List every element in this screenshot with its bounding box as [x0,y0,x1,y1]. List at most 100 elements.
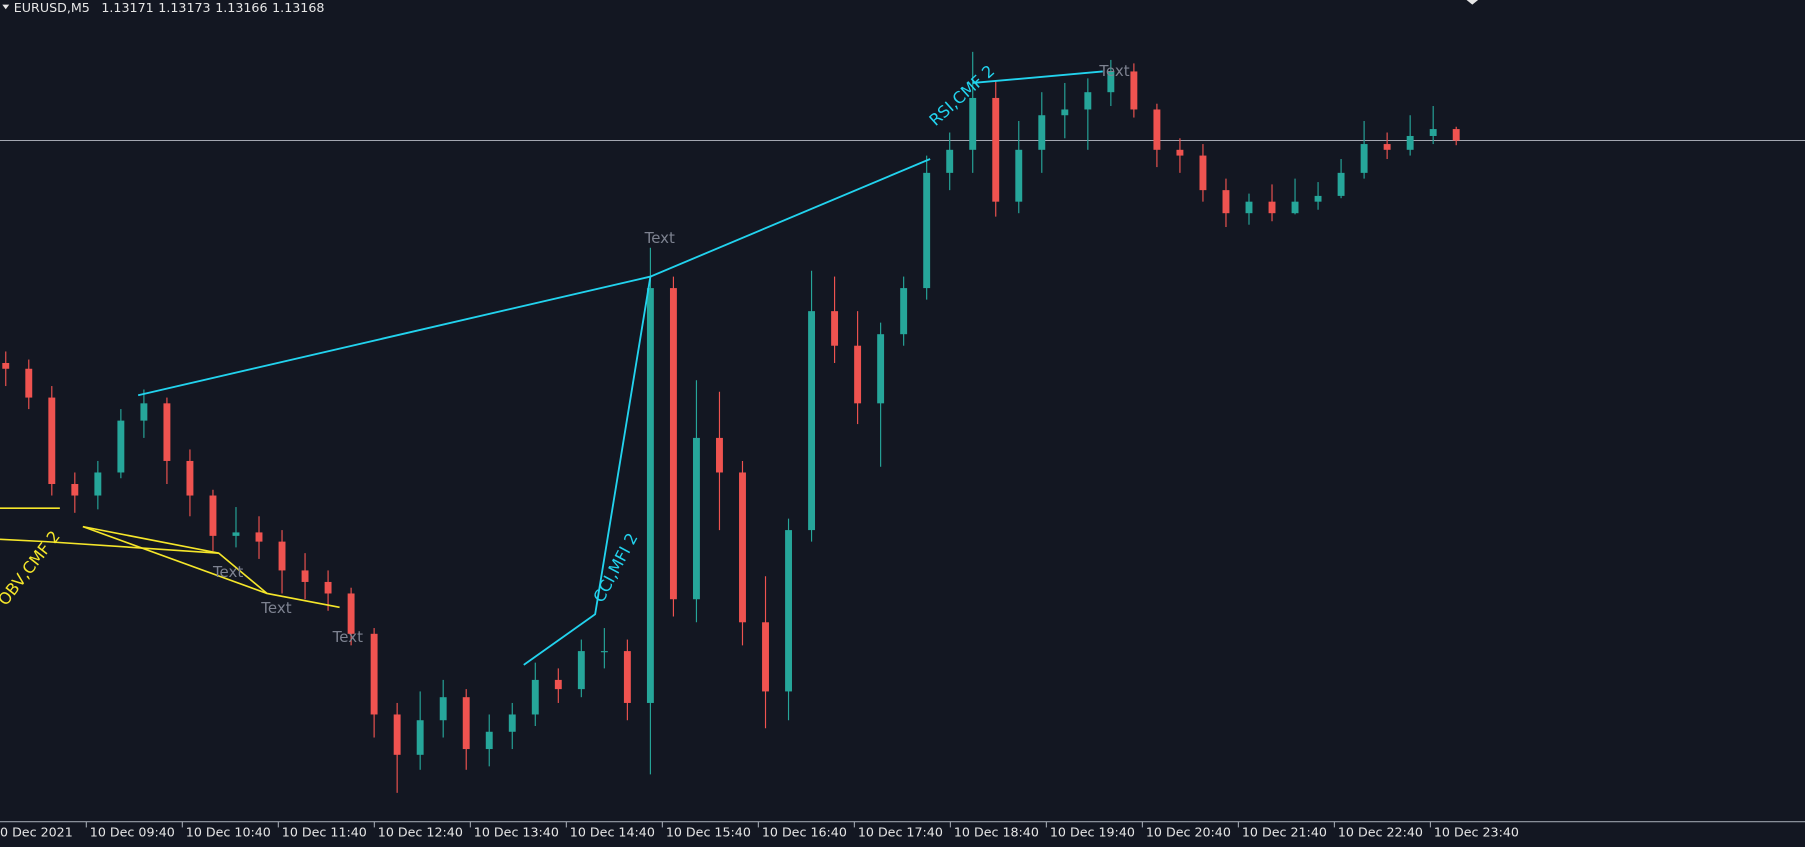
candle-body [1245,201,1253,214]
time-label: 10 Dec 09:40 [90,825,175,840]
candle-body [923,172,931,289]
quote: 1.13168 [272,0,324,15]
candle-body [577,651,585,690]
candle-body [140,403,148,421]
candle-body [1038,115,1046,150]
candle-body [992,97,1000,202]
candle-body [255,532,263,542]
candle-body [1268,201,1276,214]
time-label: 10 Dec 10:40 [186,825,271,840]
scroll-marker [1466,0,1479,5]
text-label: Text [212,563,243,581]
time-labels: 0 Dec 2021 10 Dec 09:40 10 Dec 10:40 10 Dec… [0,821,1519,840]
candle-body [1337,172,1345,196]
trend-line [523,276,652,666]
candle-body [462,697,470,750]
candle-body [232,532,240,536]
time-label: 10 Dec 17:40 [858,825,943,840]
candle-body [808,311,816,531]
text-label: Text [644,229,675,247]
time-label: 10 Dec 12:40 [378,825,463,840]
trend-line [972,70,1103,84]
time-label: 10 Dec 20:40 [1146,825,1231,840]
candle-body [854,345,862,404]
time-label: 10 Dec 13:40 [474,825,559,840]
time-label: 10 Dec 11:40 [282,825,367,840]
text-label: Text [260,599,291,617]
candle-body [1153,109,1161,150]
candle-body [669,288,677,600]
candles [2,51,1460,793]
candle-body [877,334,885,404]
candle-body [485,731,493,750]
candle-body [646,288,654,703]
candle-body [554,679,562,690]
candle-body [186,460,194,496]
candle-body [692,437,700,600]
quote: 1.13173 [158,0,210,15]
text-label: Text [332,628,363,646]
candle-body [71,484,79,496]
candle-body [301,570,309,582]
candle-body [508,714,516,732]
time-label: 10 Dec 15:40 [666,825,751,840]
time-label: 10 Dec 14:40 [570,825,655,840]
quote: 1.13171 [101,0,153,15]
candle-body [117,420,125,473]
candle-body [785,530,792,692]
candle-body [969,97,977,150]
symbol: EURUSD,M5 [14,0,90,15]
candle-body [2,363,10,369]
candle-body [900,288,908,335]
trend-line [82,525,340,609]
candle-body [762,622,769,692]
candle-body [347,593,355,634]
candle-body [1107,71,1115,93]
candle-body [600,651,608,653]
text-label: Text [1098,62,1129,80]
candle-body [1130,71,1138,110]
candle-body [370,633,378,715]
candle-body [1084,92,1092,110]
candle-body [1176,149,1184,156]
candle-body [1015,149,1023,202]
candle-body [1291,201,1299,214]
candle-body [1314,195,1322,202]
candle-body [1429,129,1437,136]
candle-body [831,311,839,346]
candle-body [716,437,723,473]
candle-body [1383,144,1391,150]
quote: 1.13166 [215,0,267,15]
candle-body [739,472,746,623]
candle-body [25,368,33,398]
candle-body [1360,144,1368,173]
trend-line [82,525,268,595]
trend-line [0,538,219,554]
time-label: 10 Dec 18:40 [954,825,1039,840]
candle-body [946,149,954,173]
time-label: 10 Dec 19:40 [1050,825,1135,840]
candle-body [416,720,424,755]
candle-body [1199,155,1207,191]
time-label: 10 Dec 21:40 [1242,825,1327,840]
time-label: 0 Dec 2021 [0,825,73,840]
candle-body [94,472,102,496]
candle-body [278,541,286,571]
candle-body [48,397,56,484]
time-label: 10 Dec 16:40 [762,825,847,840]
candle-body [209,495,217,536]
candle-body [1452,129,1460,141]
candle-body [439,697,447,721]
time-label: 10 Dec 23:40 [1434,825,1519,840]
time-label: 10 Dec 22:40 [1338,825,1423,840]
candle-body [623,651,631,703]
menu-arrow[interactable] [2,4,10,10]
candle-body [324,581,332,594]
candle-body [393,714,401,755]
candle-body [531,679,539,715]
candle-body [1406,135,1414,150]
symbol-header: EURUSD,M5 1.13171 1.13173 1.13166 1.13168 [14,0,325,15]
